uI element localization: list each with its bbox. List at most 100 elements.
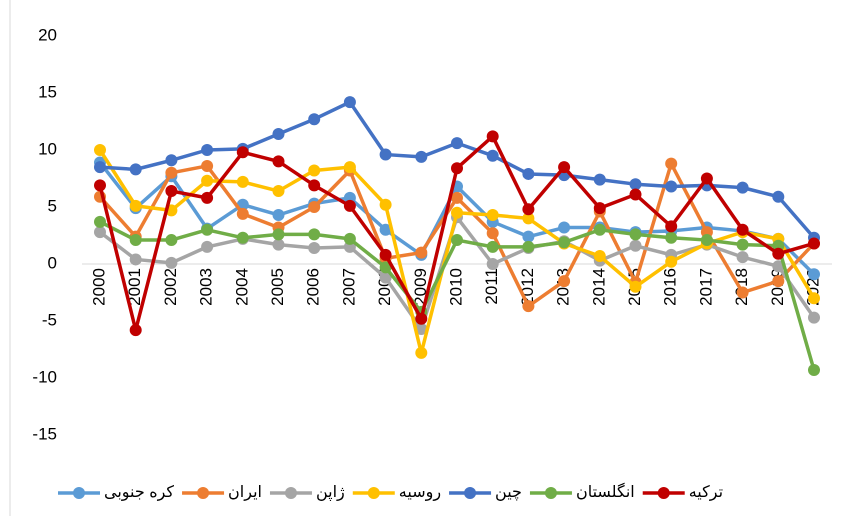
data-point <box>236 146 249 159</box>
y-tick-label: 5 <box>48 196 57 215</box>
data-point <box>308 242 321 255</box>
data-point <box>629 280 642 293</box>
y-tick-label: 15 <box>38 82 57 101</box>
data-point <box>94 226 106 239</box>
data-point <box>772 275 785 288</box>
data-point <box>379 198 392 211</box>
x-tick-label: 2007 <box>339 268 358 306</box>
data-point <box>129 163 142 176</box>
legend-marker <box>73 487 85 499</box>
data-point <box>665 231 678 244</box>
data-point <box>808 268 820 281</box>
x-tick-label: 2011 <box>482 268 501 305</box>
data-point <box>486 208 499 221</box>
legend-marker <box>197 487 210 499</box>
data-point <box>201 191 214 204</box>
y-tick-label: -10 <box>32 367 57 386</box>
data-point <box>808 311 820 324</box>
data-point <box>593 202 606 215</box>
data-point <box>486 130 499 143</box>
data-point <box>165 185 178 198</box>
data-point <box>94 144 106 156</box>
data-point <box>629 178 642 191</box>
data-point <box>629 188 642 201</box>
data-point <box>736 251 749 264</box>
data-point <box>415 322 428 335</box>
data-point <box>129 199 142 212</box>
data-point <box>486 227 499 240</box>
data-point <box>343 161 356 174</box>
data-point <box>379 148 392 161</box>
legend-label: انگلستان <box>576 482 635 501</box>
data-point <box>665 255 678 268</box>
data-point <box>94 179 106 192</box>
x-tick-label: 2005 <box>268 268 287 306</box>
data-point <box>558 221 571 234</box>
data-point <box>236 207 249 220</box>
legend-label: کره جنوبی <box>104 484 174 502</box>
data-point <box>522 240 535 253</box>
data-point <box>558 275 571 288</box>
data-point <box>736 286 749 299</box>
data-point <box>379 223 392 236</box>
data-point <box>308 179 321 192</box>
x-tick-label: 2002 <box>161 268 180 306</box>
x-tick-label: 2003 <box>197 268 216 306</box>
x-tick-label: 2010 <box>446 268 465 306</box>
x-tick-label: 2004 <box>232 268 251 306</box>
data-point <box>379 271 392 284</box>
data-point <box>415 246 428 259</box>
data-point <box>486 149 499 162</box>
data-point <box>700 234 713 247</box>
data-point <box>486 240 499 253</box>
data-point <box>558 236 571 249</box>
data-point <box>665 180 678 193</box>
data-point <box>236 175 249 188</box>
data-point <box>272 208 285 221</box>
legend-marker <box>544 487 557 499</box>
data-point <box>451 137 463 150</box>
data-point <box>308 201 321 213</box>
data-point <box>451 191 463 204</box>
data-point <box>629 239 642 252</box>
y-tick-label: 0 <box>48 253 57 272</box>
data-point <box>593 223 606 236</box>
data-point <box>451 234 463 247</box>
x-tick-label: 2001 <box>125 268 144 306</box>
data-point <box>522 300 535 313</box>
data-point <box>808 237 820 250</box>
data-point <box>272 238 285 251</box>
data-point <box>522 230 535 243</box>
x-tick-label: 2014 <box>589 268 608 306</box>
data-point <box>451 206 463 219</box>
data-point <box>629 228 642 241</box>
x-tick-label: 2017 <box>696 268 715 306</box>
data-point <box>129 234 142 247</box>
data-point <box>308 228 321 241</box>
data-point <box>415 312 428 325</box>
data-point <box>522 167 535 180</box>
data-point <box>593 173 606 186</box>
data-point <box>486 258 499 270</box>
data-point <box>165 234 178 247</box>
data-point <box>236 231 249 244</box>
data-point <box>129 324 142 337</box>
legend-label: ایران <box>228 484 262 502</box>
legend-label: چین <box>495 484 522 502</box>
y-tick-label: -15 <box>32 424 57 443</box>
data-point <box>665 157 678 170</box>
data-point <box>272 185 285 198</box>
data-point <box>165 166 178 179</box>
data-point <box>700 172 713 185</box>
data-point <box>343 199 356 212</box>
data-point <box>201 144 214 156</box>
data-point <box>415 346 428 359</box>
data-point <box>343 232 356 245</box>
data-point <box>808 292 820 305</box>
data-point <box>415 150 428 163</box>
data-point <box>165 154 178 167</box>
data-point <box>308 164 321 177</box>
data-point <box>272 128 285 141</box>
data-point <box>272 155 285 168</box>
data-point <box>558 161 571 174</box>
